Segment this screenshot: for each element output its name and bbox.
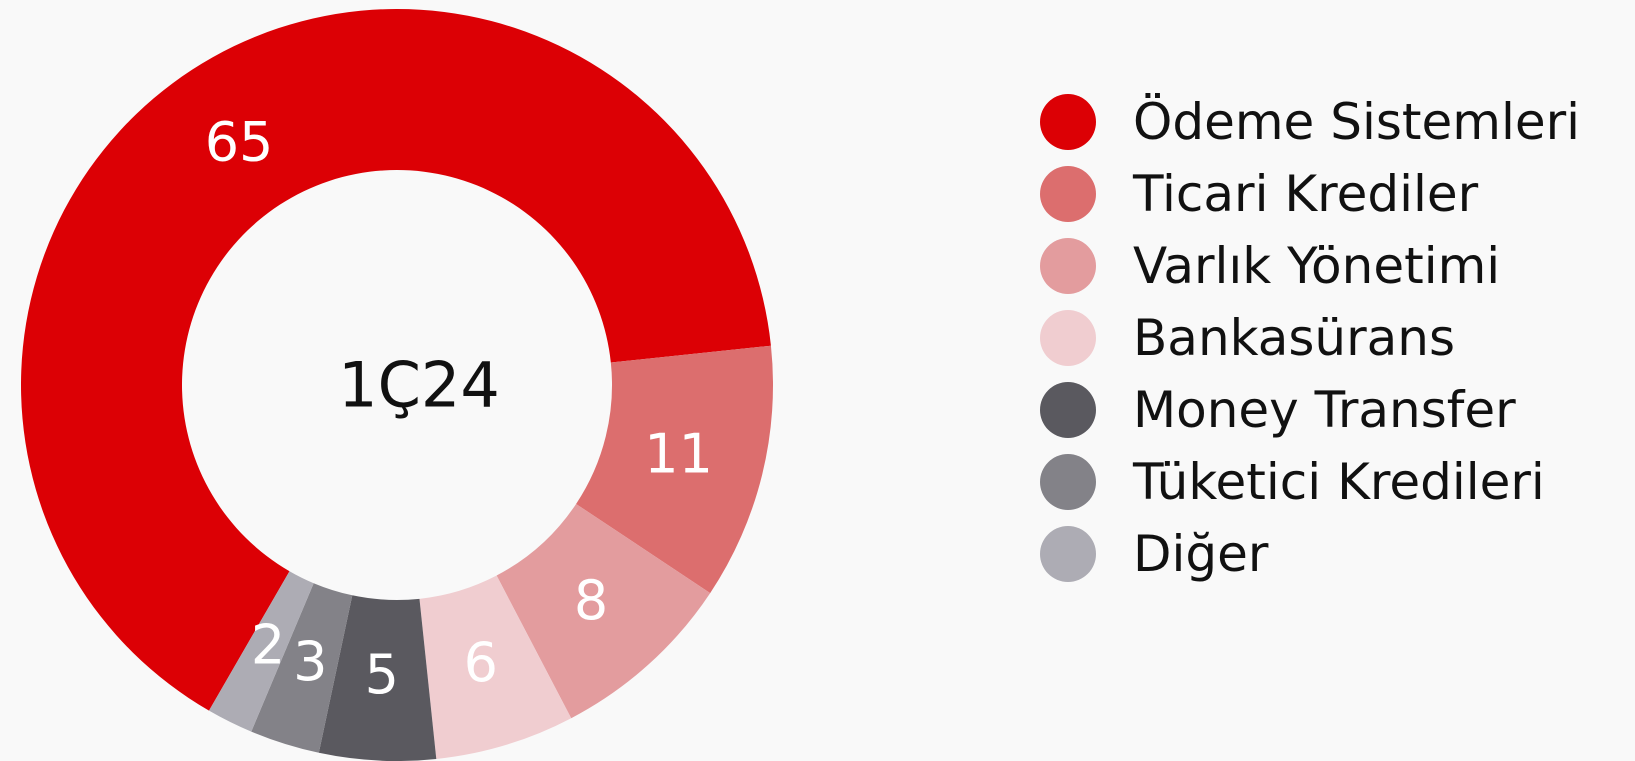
legend-label: Tüketici Kredileri xyxy=(1132,453,1545,511)
donut-segment xyxy=(496,503,711,719)
legend-swatch xyxy=(1040,454,1096,510)
data-label: 5 xyxy=(365,643,399,706)
legend-label: Diğer xyxy=(1133,525,1269,583)
data-label: 3 xyxy=(293,630,327,693)
donut-segment xyxy=(209,571,314,732)
data-label: 6 xyxy=(464,631,498,694)
data-label: 2 xyxy=(251,613,285,676)
legend-label: Money Transfer xyxy=(1133,381,1516,439)
data-label: 8 xyxy=(574,569,608,632)
donut-segment xyxy=(21,8,771,711)
center-label: 1Ç24 xyxy=(338,349,500,422)
donut-segment xyxy=(576,345,773,594)
legend-label: Ticari Krediler xyxy=(1132,165,1479,223)
legend-swatch xyxy=(1040,526,1096,582)
legend-swatch xyxy=(1040,310,1096,366)
data-label: 65 xyxy=(205,110,274,173)
legend-swatch xyxy=(1040,382,1096,438)
legend-label: Varlık Yönetimi xyxy=(1133,237,1500,295)
donut-segment xyxy=(419,575,572,759)
legend-label: Bankasürans xyxy=(1133,309,1455,367)
legend-swatch xyxy=(1040,94,1096,150)
donut-segment xyxy=(251,583,353,753)
data-label: 11 xyxy=(644,423,713,486)
donut-segment xyxy=(318,595,437,761)
legend-swatch xyxy=(1040,238,1096,294)
legend-swatch xyxy=(1040,166,1096,222)
legend-label: Ödeme Sistemleri xyxy=(1133,93,1580,151)
